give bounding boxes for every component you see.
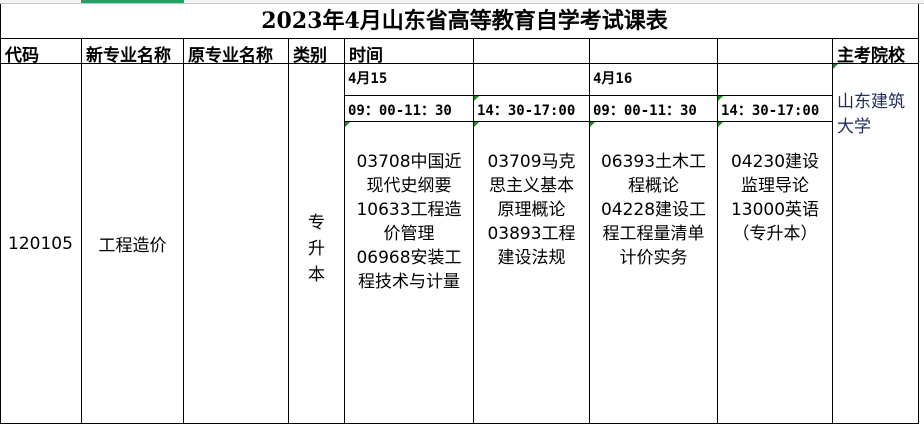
header-time: 时间 bbox=[345, 39, 474, 64]
date-cell-blank[interactable] bbox=[718, 64, 833, 96]
header-new-major: 新专业名称 bbox=[82, 39, 184, 64]
course-item: 03709马克思主义基本原理概论 bbox=[487, 152, 576, 220]
course-cell[interactable]: 03708中国近现代史纲要 10633工程造价管理 06968安装工程技术与计量 bbox=[345, 122, 474, 424]
course-item: 13000英语（专升本） bbox=[730, 200, 820, 244]
header-blank bbox=[474, 39, 590, 64]
cell-school[interactable]: 山东建筑大学 bbox=[833, 64, 919, 424]
header-blank bbox=[590, 39, 718, 64]
course-item: 10633工程造价管理 bbox=[356, 200, 462, 244]
date-cell[interactable]: 4月16 bbox=[590, 64, 718, 96]
cell-code[interactable]: 120105 bbox=[0, 64, 82, 424]
course-cell[interactable]: 06393土木工程概论 04228建设工程工程量清单计价实务 bbox=[590, 122, 718, 424]
course-cell[interactable]: 04230建设监理导论 13000英语（专升本） bbox=[718, 122, 833, 424]
time-cell[interactable]: 14：30-17:00 bbox=[718, 96, 833, 122]
course-cell[interactable]: 03709马克思主义基本原理概论 03893工程建设法规 bbox=[474, 122, 590, 424]
course-item: 04228建设工程工程量清单计价实务 bbox=[600, 200, 707, 268]
school-text: 山东建筑大学 bbox=[837, 92, 905, 137]
time-cell[interactable]: 14：30-17:00 bbox=[474, 96, 590, 122]
page-title: 2023年4月山东省高等教育自学考试课表 bbox=[0, 4, 919, 39]
column-strip bbox=[0, 0, 924, 4]
date-cell-blank[interactable] bbox=[474, 64, 590, 96]
cell-old-major[interactable] bbox=[184, 64, 289, 424]
header-blank bbox=[718, 39, 833, 64]
course-item: 06968安装工程技术与计量 bbox=[356, 248, 462, 292]
date-cell[interactable]: 4月15 bbox=[345, 64, 474, 96]
course-item: 03708中国近现代史纲要 bbox=[356, 152, 462, 196]
time-cell[interactable]: 09：00-11：30 bbox=[590, 96, 718, 122]
header-category: 类别 bbox=[289, 39, 345, 64]
course-item: 04230建设监理导论 bbox=[730, 152, 820, 196]
course-item: 03893工程建设法规 bbox=[487, 224, 576, 268]
header-old-major: 原专业名称 bbox=[184, 39, 289, 64]
time-text: 14：30-17:00 bbox=[477, 103, 576, 119]
cell-new-major[interactable]: 工程造价 bbox=[82, 64, 184, 424]
selected-column-indicator bbox=[81, 0, 184, 3]
time-text: 14：30-17:00 bbox=[721, 103, 820, 119]
header-code: 代码 bbox=[0, 39, 82, 64]
cell-category[interactable]: 专升本 bbox=[308, 212, 325, 285]
time-cell[interactable]: 09：00-11：30 bbox=[345, 96, 474, 122]
header-school: 主考院校 bbox=[833, 39, 919, 64]
course-item: 06393土木工程概论 bbox=[600, 152, 707, 196]
